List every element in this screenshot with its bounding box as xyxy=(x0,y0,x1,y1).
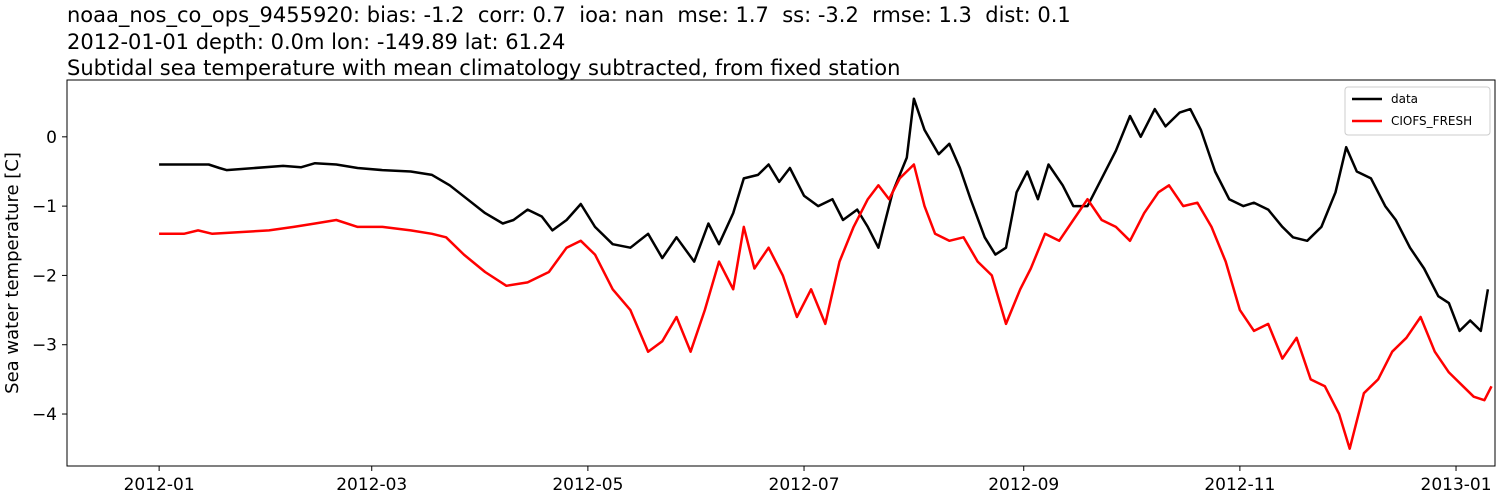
x-axis: 2012-01 2012-03 2012-05 2012-07 2012-09 2012-… xyxy=(124,466,1492,495)
y-tick-label: −4 xyxy=(32,405,57,425)
series-line-data xyxy=(159,97,1490,333)
x-tick-label: 2012-11 xyxy=(1204,475,1275,495)
y-axis-label: Sea water temperature [C] xyxy=(2,152,23,394)
y-axis: 0 −1 −2 −3 −4 xyxy=(32,128,67,425)
chart-title: Subtidal sea temperature with mean clima… xyxy=(67,56,901,80)
x-tick-label: 2012-09 xyxy=(988,475,1059,495)
series-line-ciofs-fresh xyxy=(159,163,1493,450)
legend-label-ciofs-fresh: CIOFS_FRESH xyxy=(1391,114,1472,128)
legend: data CIOFS_FRESH xyxy=(1344,86,1491,136)
plot-frame xyxy=(66,79,1496,467)
chart-title-station: 2012-01-01 depth: 0.0m lon: -149.89 lat:… xyxy=(67,30,566,54)
x-tick-label: 2012-05 xyxy=(552,475,623,495)
x-tick-label: 2013-01 xyxy=(1421,475,1492,495)
series-layer xyxy=(159,97,1493,450)
y-tick-label: −1 xyxy=(32,197,57,217)
chart-title-stats: noaa_nos_co_ops_9455920: bias: -1.2 corr… xyxy=(67,3,1071,27)
y-tick-label: 0 xyxy=(46,128,57,148)
x-tick-label: 2012-03 xyxy=(336,475,407,495)
legend-label-data: data xyxy=(1391,92,1418,106)
x-tick-label: 2012-01 xyxy=(124,475,195,495)
y-tick-label: −3 xyxy=(32,336,57,356)
x-tick-label: 2012-07 xyxy=(769,475,840,495)
y-tick-label: −2 xyxy=(32,266,57,286)
